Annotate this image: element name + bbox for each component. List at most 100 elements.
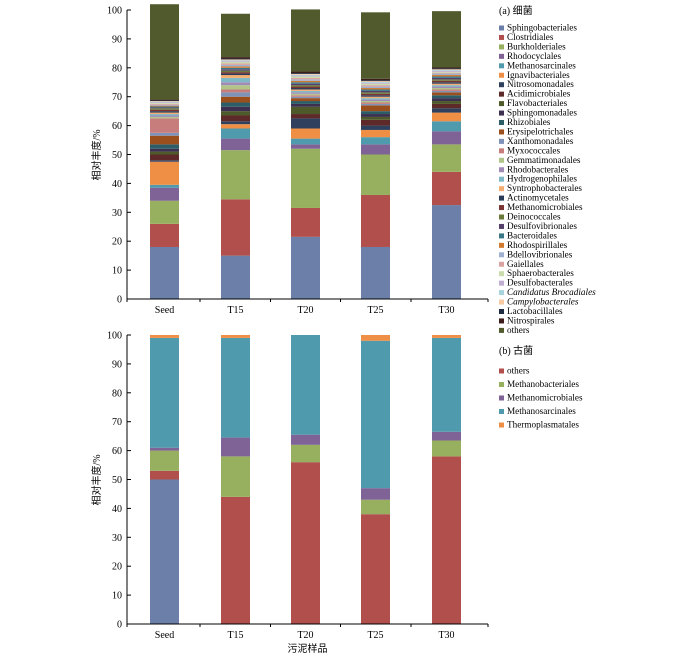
bar-a-t30-acidimicrobiales — [432, 103, 461, 109]
bar-a-seed-candidatus-brocadiales — [150, 101, 179, 103]
y-tick-label-b: 0 — [117, 620, 122, 631]
bar-a-seed-gemmatimonadales — [150, 116, 179, 119]
bar-a-t25-nitrospirales — [361, 78, 390, 81]
legend-swatch-a-acidimicrobiales — [499, 91, 504, 97]
bar-a-t15-rhodobacterales — [221, 82, 250, 86]
bar-a-t15-nitrosomonadales — [221, 121, 250, 125]
bar-a-t30-deinococcales — [432, 79, 461, 81]
bar-a-seed-rhodobacterales — [150, 115, 179, 117]
panel-title-a: (a) 细菌 — [499, 4, 533, 17]
bar-a-seed-bacteroidales — [150, 106, 179, 108]
y-tick-label-a: 60 — [112, 121, 122, 132]
legend-swatch-a-burkholderiales — [499, 44, 504, 50]
bar-a-t20-syntrophobacterales — [291, 89, 320, 91]
legend-label-a-rhodobacterales: Rhodobacterales — [507, 164, 569, 174]
bar-a-t20-candidatus-brocadiales — [291, 74, 320, 76]
bar-a-t25-lactobacillales — [361, 80, 390, 82]
y-tick-label-a: 70 — [112, 92, 122, 103]
bar-a-seed-others — [150, 4, 179, 100]
bar-a-t20-sphingomonadales — [291, 103, 320, 107]
bar-a-t30-ignavibacteriales — [432, 112, 461, 122]
bar-b-t25-others — [361, 514, 390, 624]
bar-a-t20-deinococcales — [291, 85, 320, 87]
bar-a-seed-methanomicrobiales — [150, 109, 179, 112]
bar-a-t20-others — [291, 9, 320, 72]
bar-a-seed-desulfobacterales — [150, 102, 179, 104]
bar-b-t15-others — [221, 496, 250, 624]
bar-b-t15-methanobacteriales — [221, 456, 250, 497]
legend-label-a-burkholderiales: Burkholderiales — [507, 41, 566, 51]
bar-a-t15-methanosarcinales — [221, 128, 250, 139]
legend-label-a-ignavibacteriales: Ignavibacteriales — [507, 70, 570, 80]
bar-a-seed-syntrophobacterales — [150, 112, 179, 115]
legend-label-a-hydrogenophilales: Hydrogenophilales — [507, 174, 577, 184]
bar-a-t15-candidatus-brocadiales — [221, 60, 250, 62]
bar-a-t20-actinomycetales — [291, 88, 320, 90]
bar-a-t15-xanthomonadales — [221, 92, 250, 97]
legend-label-a-lactobacillales: Lactobacillales — [507, 306, 563, 316]
bar-a-t30-gemmatimonadales — [432, 88, 461, 90]
bar-a-t15-sphaerobacterales — [221, 62, 250, 64]
legend-label-a-candidatus-brocadiales: Candidatus Brocadiales — [507, 287, 596, 297]
x-tick-label-b: T30 — [438, 630, 454, 641]
bar-b-seed-thermoplasmatales — [150, 335, 179, 338]
legend-label-a-actinomycetales: Actinomycetales — [507, 193, 569, 203]
legend-label-a-desulfobacterales: Desulfobacterales — [507, 278, 573, 288]
bar-a-seed-actinomycetales — [150, 111, 179, 113]
legend-swatch-a-deinococcales — [499, 214, 504, 220]
y-tick-label-b: 70 — [112, 417, 122, 428]
bar-a-t30-hydrogenophilales — [432, 85, 461, 87]
bar-a-t20-desulfobacterales — [291, 75, 320, 77]
bar-a-seed-methanosarcinales — [150, 184, 179, 188]
bar-a-t20-sphingobacteriales — [291, 236, 320, 299]
bar-a-t25-gemmatimonadales — [361, 101, 390, 103]
bar-a-seed-rhodospirillales — [150, 105, 179, 107]
bar-a-t30-sphingomonadales — [432, 98, 461, 102]
legend-swatch-a-methanosarcinales — [499, 63, 504, 69]
bar-a-t15-syntrophobacterales — [221, 75, 250, 78]
x-tick-label-b: Seed — [155, 630, 174, 641]
bar-a-t25-acidimicrobiales — [361, 119, 390, 126]
legend-label-a-desulfovibrionales: Desulfovibrionales — [507, 221, 577, 231]
bar-a-t15-rhodocyclales — [221, 138, 250, 151]
bar-a-t15-campylobacterales — [221, 59, 250, 61]
bar-a-t30-bacteroidales — [432, 76, 461, 78]
bar-a-t15-desulfobacterales — [221, 61, 250, 63]
x-tick-label-a: T30 — [438, 305, 454, 316]
legend-swatch-a-myxococcales — [499, 148, 504, 154]
bar-a-t15-ignavibacteriales — [221, 124, 250, 129]
bar-a-t25-bdellovibrionales — [361, 86, 390, 89]
bar-a-seed-sphingobacteriales — [150, 246, 179, 299]
bar-b-t20-methanomicrobiales — [291, 434, 320, 445]
bar-a-t20-desulfovibrionales — [291, 83, 320, 86]
bar-a-t20-sphaerobacterales — [291, 76, 320, 78]
bar-a-t15-methanomicrobiales — [221, 72, 250, 74]
bar-a-t20-nitrospirales — [291, 71, 320, 74]
y-tick-label-a: 0 — [117, 295, 122, 306]
panel-b-archaea: 0 10 20 30 40 50 60 70 80 90 100 Seed T15 T20 T25 T30 相对… — [90, 331, 583, 656]
legend-swatch-a-rhizobiales — [499, 120, 504, 125]
x-tick-label-b: T25 — [367, 630, 383, 641]
legend-label-a-erysipelotrichales: Erysipelotrichales — [507, 126, 574, 136]
legend-label-a-gaiellales: Gaiellales — [507, 259, 544, 269]
bar-a-seed-sphaerobacterales — [150, 103, 179, 104]
bar-a-t30-desulfobacterales — [432, 70, 461, 72]
legend-label-b-methanobacteriales: Methanobacteriales — [507, 379, 579, 389]
bar-b-seed-methanobacteriales — [150, 450, 179, 471]
bar-a-t30-candidatus-brocadiales — [432, 70, 461, 71]
legend-label-a-sphaerobacterales: Sphaerobacterales — [507, 268, 574, 278]
x-tick-label-a: T25 — [367, 305, 383, 316]
y-tick-label-a: 10 — [112, 266, 122, 277]
bar-a-t25-gaiellales — [361, 85, 390, 87]
bar-a-seed-campylobacterales — [150, 101, 179, 102]
legend-swatch-a-sphaerobacterales — [499, 271, 504, 277]
legend-swatch-a-gaiellales — [499, 261, 504, 267]
bar-a-seed-burkholderiales — [150, 200, 179, 224]
bar-a-t15-erysipelotrichales — [221, 96, 250, 103]
bar-a-t20-clostridiales — [291, 207, 320, 237]
legend-swatch-b-methanomicrobiales — [499, 395, 504, 401]
bar-a-t15-deinococcales — [221, 70, 250, 73]
bar-a-seed-ignavibacteriales — [150, 161, 179, 185]
